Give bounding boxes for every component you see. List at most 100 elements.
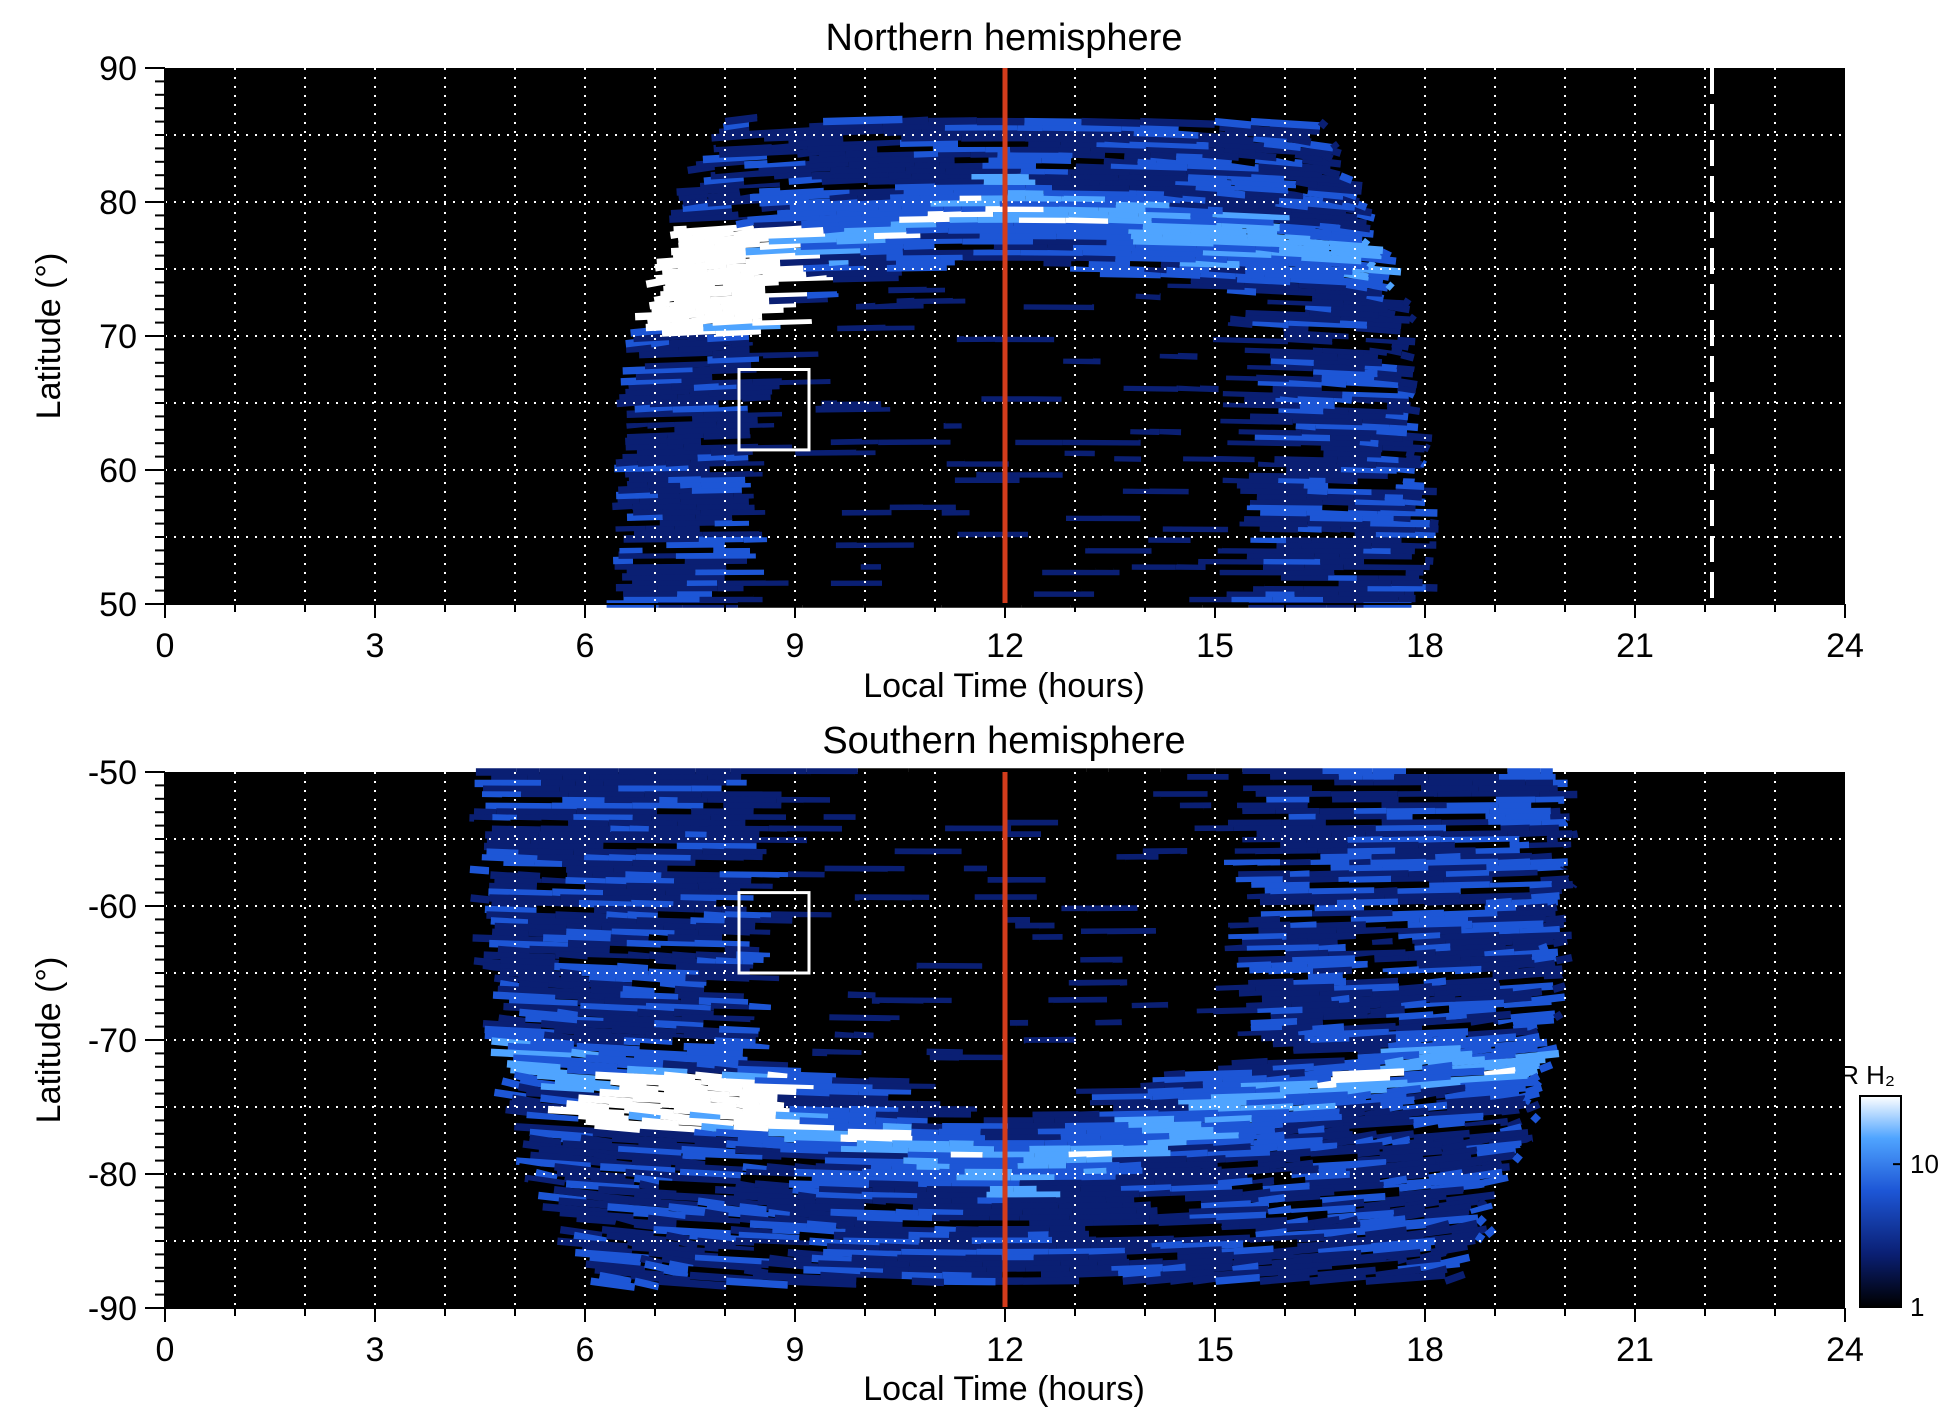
emission-streak xyxy=(1060,1259,1098,1268)
emission-streak xyxy=(1405,949,1437,959)
emission-streak xyxy=(1145,1052,1202,1062)
y-tick-label: 80 xyxy=(99,184,137,222)
emission-streak xyxy=(559,1226,603,1240)
emission-streak xyxy=(1378,437,1414,448)
emission-streak xyxy=(686,217,737,229)
emission-streak xyxy=(875,1111,939,1120)
emission-streak xyxy=(611,1134,678,1146)
emission-streak xyxy=(1225,307,1247,318)
emission-streak xyxy=(1205,426,1239,436)
emission-streak xyxy=(840,985,901,994)
emission-streak xyxy=(1454,841,1510,851)
emission-streak xyxy=(1110,502,1189,511)
emission-streak xyxy=(1216,275,1238,285)
emission-streak xyxy=(1041,155,1072,164)
emission-streak xyxy=(1270,356,1315,366)
emission-streak xyxy=(667,905,695,915)
emission-streak xyxy=(1218,910,1261,919)
emission-streak xyxy=(1080,928,1157,936)
emission-streak xyxy=(903,241,935,250)
emission-streak xyxy=(1025,1265,1070,1274)
emission-streak xyxy=(832,1077,869,1087)
emission-streak xyxy=(1149,1212,1190,1222)
emission-streak xyxy=(1424,556,1434,565)
emission-streak xyxy=(1375,824,1447,833)
emission-streak xyxy=(1069,1264,1112,1274)
emission-streak xyxy=(1368,269,1390,281)
emission-streak xyxy=(830,1208,896,1219)
emission-streak xyxy=(826,1243,880,1253)
emission-streak xyxy=(1372,988,1435,999)
emission-streak xyxy=(1200,432,1255,441)
emission-streak xyxy=(1467,914,1547,925)
emission-streak xyxy=(1309,513,1363,522)
emission-streak xyxy=(767,1071,788,1081)
emission-streak xyxy=(718,376,753,386)
emission-streak xyxy=(827,1054,904,1063)
emission-streak xyxy=(585,1117,643,1129)
emission-streak xyxy=(1385,410,1409,421)
emission-streak xyxy=(703,430,751,440)
emission-streak xyxy=(1391,875,1444,885)
emission-streak xyxy=(939,160,983,169)
emission-streak xyxy=(1183,1086,1257,1097)
emission-streak xyxy=(587,831,612,840)
emission-streak xyxy=(1106,237,1134,246)
emission-streak xyxy=(852,333,930,343)
colorbar: kR H₂ 110 xyxy=(1827,1060,1939,1322)
emission-streak xyxy=(1066,1156,1087,1165)
emission-streak xyxy=(1292,955,1356,965)
emission-streak xyxy=(1037,1128,1087,1137)
emission-streak xyxy=(1426,858,1499,868)
emission-streak xyxy=(1169,1189,1243,1200)
emission-streak xyxy=(1257,378,1322,388)
emission-streak xyxy=(1325,819,1382,828)
emission-streak xyxy=(1230,972,1269,982)
emission-streak xyxy=(778,278,851,288)
emission-streak xyxy=(1213,1143,1252,1154)
emission-streak xyxy=(833,311,861,321)
emission-streak xyxy=(1105,1059,1136,1068)
emission-streak xyxy=(1515,1033,1541,1045)
emission-streak xyxy=(625,386,690,397)
emission-streak xyxy=(1221,491,1257,501)
emission-streak xyxy=(1037,128,1071,137)
emission-streak xyxy=(1329,242,1384,254)
emission-streak xyxy=(1282,1119,1344,1131)
emission-streak xyxy=(1283,313,1341,324)
emission-streak xyxy=(1088,1253,1128,1262)
emission-streak xyxy=(662,266,708,278)
emission-streak xyxy=(1266,1074,1291,1085)
emission-streak xyxy=(1109,990,1185,999)
emission-streak xyxy=(1275,199,1309,211)
emission-streak xyxy=(871,997,952,1006)
emission-streak xyxy=(1357,475,1404,485)
emission-streak xyxy=(1250,1018,1298,1028)
emission-streak xyxy=(1321,372,1375,383)
emission-streak xyxy=(621,424,675,435)
emission-streak xyxy=(1390,546,1416,555)
emission-streak xyxy=(1307,938,1338,948)
emission-streak xyxy=(716,899,766,909)
emission-streak xyxy=(1215,1273,1261,1285)
emission-streak xyxy=(1040,1270,1119,1280)
emission-streak xyxy=(902,372,979,381)
emission-streak xyxy=(606,911,628,921)
emission-streak xyxy=(804,991,848,1000)
emission-streak xyxy=(657,490,680,500)
emission-streak xyxy=(1314,904,1365,913)
emission-streak xyxy=(793,1254,813,1265)
emission-streak xyxy=(750,480,808,489)
emission-streak xyxy=(749,425,809,435)
emission-streak xyxy=(1177,383,1219,393)
x-tick-label: 0 xyxy=(156,1331,175,1369)
emission-streak xyxy=(899,1014,979,1023)
emission-streak xyxy=(1242,220,1281,232)
emission-streak xyxy=(1188,944,1225,954)
emission-streak xyxy=(1385,926,1462,936)
emission-streak xyxy=(1512,937,1554,948)
emission-streak xyxy=(1290,921,1317,931)
emission-streak xyxy=(848,202,879,212)
emission-streak xyxy=(637,1008,675,1019)
emission-streak xyxy=(747,212,821,223)
